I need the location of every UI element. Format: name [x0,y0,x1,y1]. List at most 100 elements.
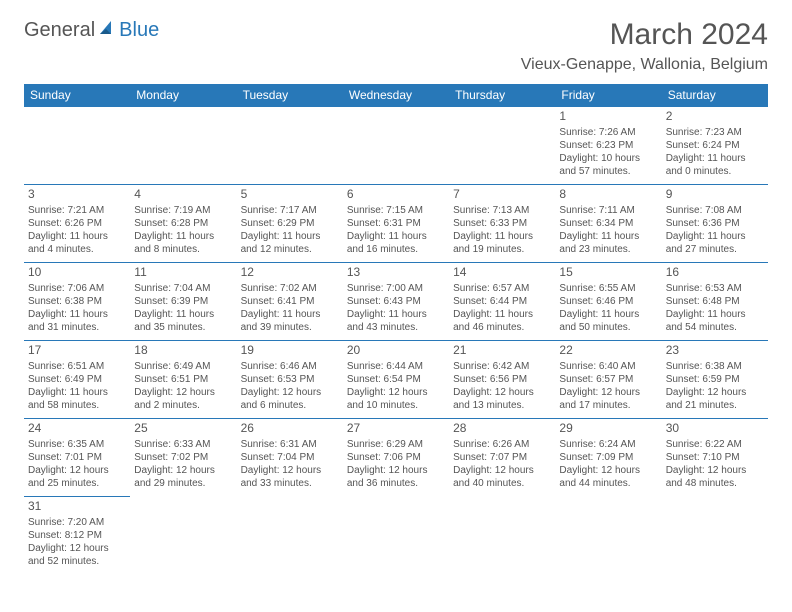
sun-set: Sunset: 6:48 PM [666,295,764,308]
sun-dl1: Daylight: 11 hours [453,308,551,321]
sun-rise: Sunrise: 7:20 AM [28,516,126,529]
sun-rise: Sunrise: 7:26 AM [559,126,657,139]
sun-set: Sunset: 6:56 PM [453,373,551,386]
sun-dl2: and 25 minutes. [28,477,126,490]
sun-dl2: and 8 minutes. [134,243,232,256]
day-number: 12 [241,265,339,281]
day-header: Saturday [662,84,768,107]
calendar-cell-empty [237,107,343,185]
sun-rise: Sunrise: 6:33 AM [134,438,232,451]
sun-rise: Sunrise: 6:31 AM [241,438,339,451]
calendar-cell: 11Sunrise: 7:04 AMSunset: 6:39 PMDayligh… [130,263,236,341]
sun-set: Sunset: 7:02 PM [134,451,232,464]
calendar-cell: 5Sunrise: 7:17 AMSunset: 6:29 PMDaylight… [237,185,343,263]
sun-rise: Sunrise: 7:21 AM [28,204,126,217]
sun-dl2: and 6 minutes. [241,399,339,412]
sun-rise: Sunrise: 6:26 AM [453,438,551,451]
sun-rise: Sunrise: 6:42 AM [453,360,551,373]
day-number: 11 [134,265,232,281]
sun-rise: Sunrise: 7:02 AM [241,282,339,295]
sun-rise: Sunrise: 6:55 AM [559,282,657,295]
calendar-cell: 21Sunrise: 6:42 AMSunset: 6:56 PMDayligh… [449,341,555,419]
sun-dl1: Daylight: 11 hours [28,386,126,399]
day-header-row: SundayMondayTuesdayWednesdayThursdayFrid… [24,84,768,107]
calendar-cell: 4Sunrise: 7:19 AMSunset: 6:28 PMDaylight… [130,185,236,263]
sun-set: Sunset: 6:33 PM [453,217,551,230]
sun-rise: Sunrise: 7:19 AM [134,204,232,217]
sun-rise: Sunrise: 7:11 AM [559,204,657,217]
sun-set: Sunset: 6:49 PM [28,373,126,386]
logo-text-general: General [24,19,95,42]
sun-dl2: and 19 minutes. [453,243,551,256]
calendar-cell: 6Sunrise: 7:15 AMSunset: 6:31 PMDaylight… [343,185,449,263]
sun-dl1: Daylight: 12 hours [347,464,445,477]
day-number: 15 [559,265,657,281]
calendar-cell: 10Sunrise: 7:06 AMSunset: 6:38 PMDayligh… [24,263,130,341]
sun-rise: Sunrise: 6:44 AM [347,360,445,373]
calendar-cell: 27Sunrise: 6:29 AMSunset: 7:06 PMDayligh… [343,419,449,497]
sun-rise: Sunrise: 6:46 AM [241,360,339,373]
sun-rise: Sunrise: 7:08 AM [666,204,764,217]
sun-dl1: Daylight: 12 hours [241,386,339,399]
sun-set: Sunset: 6:39 PM [134,295,232,308]
day-number: 26 [241,421,339,437]
calendar-cell: 18Sunrise: 6:49 AMSunset: 6:51 PMDayligh… [130,341,236,419]
page-header: General Blue March 2024 Vieux-Genappe, W… [24,18,768,74]
sun-set: Sunset: 6:51 PM [134,373,232,386]
calendar-cell: 25Sunrise: 6:33 AMSunset: 7:02 PMDayligh… [130,419,236,497]
calendar-cell-empty [130,497,236,575]
day-number: 3 [28,187,126,203]
sun-dl1: Daylight: 12 hours [666,464,764,477]
day-header: Wednesday [343,84,449,107]
sun-set: Sunset: 6:43 PM [347,295,445,308]
sun-rise: Sunrise: 7:04 AM [134,282,232,295]
sun-dl1: Daylight: 11 hours [134,308,232,321]
day-number: 13 [347,265,445,281]
sun-dl1: Daylight: 11 hours [666,152,764,165]
sun-set: Sunset: 7:09 PM [559,451,657,464]
sun-dl2: and 40 minutes. [453,477,551,490]
calendar-cell: 30Sunrise: 6:22 AMSunset: 7:10 PMDayligh… [662,419,768,497]
calendar-cell: 1Sunrise: 7:26 AMSunset: 6:23 PMDaylight… [555,107,661,185]
sun-dl1: Daylight: 11 hours [347,308,445,321]
calendar-cell-empty [343,107,449,185]
day-number: 21 [453,343,551,359]
calendar-cell-empty [449,497,555,575]
sun-dl2: and 13 minutes. [453,399,551,412]
day-number: 25 [134,421,232,437]
calendar-cell-empty [449,107,555,185]
sun-dl2: and 33 minutes. [241,477,339,490]
day-number: 27 [347,421,445,437]
sun-dl1: Daylight: 11 hours [666,308,764,321]
day-header: Sunday [24,84,130,107]
sun-dl2: and 23 minutes. [559,243,657,256]
sun-rise: Sunrise: 7:13 AM [453,204,551,217]
sun-set: Sunset: 6:53 PM [241,373,339,386]
sun-dl2: and 44 minutes. [559,477,657,490]
day-number: 8 [559,187,657,203]
sun-dl1: Daylight: 12 hours [28,542,126,555]
calendar-cell: 24Sunrise: 6:35 AMSunset: 7:01 PMDayligh… [24,419,130,497]
calendar-cell-empty [662,497,768,575]
sun-rise: Sunrise: 6:38 AM [666,360,764,373]
sun-dl2: and 29 minutes. [134,477,232,490]
sun-dl2: and 36 minutes. [347,477,445,490]
sun-dl1: Daylight: 11 hours [241,230,339,243]
sun-dl1: Daylight: 11 hours [559,308,657,321]
sun-dl1: Daylight: 12 hours [134,464,232,477]
sun-rise: Sunrise: 6:29 AM [347,438,445,451]
day-number: 17 [28,343,126,359]
sun-set: Sunset: 7:07 PM [453,451,551,464]
logo-text-blue: Blue [119,19,159,42]
sun-dl1: Daylight: 12 hours [347,386,445,399]
day-header: Monday [130,84,236,107]
sun-dl2: and 16 minutes. [347,243,445,256]
sun-dl2: and 27 minutes. [666,243,764,256]
sun-rise: Sunrise: 6:24 AM [559,438,657,451]
calendar-cell: 19Sunrise: 6:46 AMSunset: 6:53 PMDayligh… [237,341,343,419]
calendar-cell: 17Sunrise: 6:51 AMSunset: 6:49 PMDayligh… [24,341,130,419]
sun-dl2: and 35 minutes. [134,321,232,334]
sun-dl1: Daylight: 11 hours [453,230,551,243]
day-number: 18 [134,343,232,359]
sun-rise: Sunrise: 7:23 AM [666,126,764,139]
